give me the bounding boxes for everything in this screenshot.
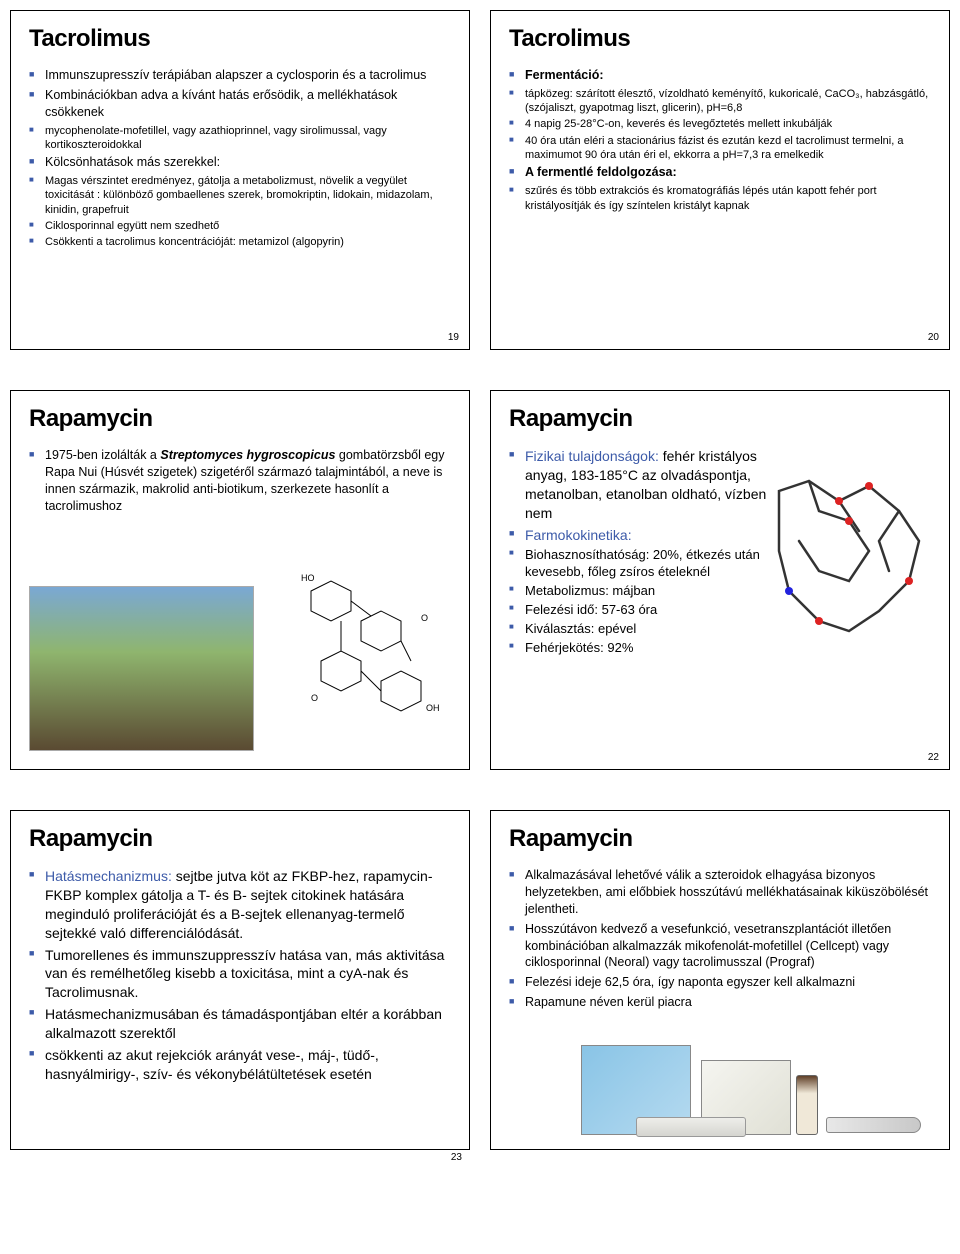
slide-title: Rapamycin	[29, 825, 451, 853]
svg-text:O: O	[421, 613, 428, 623]
syringe-icon	[826, 1117, 921, 1133]
bullet-item: Rapamune néven kerül piacra	[509, 994, 931, 1011]
lead: Fizikai tulajdonságok:	[525, 448, 659, 464]
bullet-item: Felezési ideje 62,5 óra, így naponta egy…	[509, 974, 931, 991]
slide-number: 20	[928, 332, 939, 343]
slide-title: Rapamycin	[509, 405, 931, 433]
slide-number: 19	[448, 332, 459, 343]
blister-pack-icon	[636, 1117, 746, 1137]
bullet-list: 1975-ben izolálták a Streptomyces hygros…	[29, 447, 451, 515]
sub-bullet-item: Fehérjekötés: 92%	[509, 640, 779, 657]
sub-bullet-item: 40 óra után eléri a stacionárius fázist …	[509, 134, 931, 163]
bullet-item: Hatásmechanizmusában és támadáspontjában…	[29, 1005, 451, 1043]
slide-22: Rapamycin Fizikai tulajdonságok: fehér k…	[490, 390, 950, 770]
slide-21: Rapamycin 1975-ben izolálták a Streptomy…	[10, 390, 470, 770]
bullet-item: Kölcsönhatások más szerekkel:	[29, 154, 451, 171]
bullet-list: Hatásmechanizmus: sejtbe jutva köt az FK…	[29, 867, 451, 1084]
slide-23: Rapamycin Hatásmechanizmus: sejtbe jutva…	[10, 810, 470, 1150]
text: 1975-ben izolálták a	[45, 448, 160, 462]
bullet-list: Fermentáció: tápközeg: szárított élesztő…	[509, 67, 931, 213]
bullet-list: Alkalmazásával lehetővé válik a szteroid…	[509, 867, 931, 1011]
svg-text:HO: HO	[301, 573, 315, 583]
bullet-list: Fizikai tulajdonságok: fehér kristályos …	[509, 447, 779, 657]
slide-24: Rapamycin Alkalmazásával lehetővé válik …	[490, 810, 950, 1150]
sub-bullet-item: tápközeg: szárított élesztő, vízoldható …	[509, 87, 931, 116]
sub-bullet-item: Csökkenti a tacrolimus koncentrációját: …	[29, 235, 451, 249]
bullet-item: Fizikai tulajdonságok: fehér kristályos …	[509, 447, 779, 523]
slide-title: Tacrolimus	[29, 25, 451, 53]
sub-bullet-item: Magas vérszintet eredményez, gátolja a m…	[29, 174, 451, 217]
molecule-3d-icon	[749, 451, 939, 681]
bullet-item: Kombinációkban adva a kívánt hatás erősö…	[29, 87, 451, 121]
sub-bullet-item: Ciklosporinnal együtt nem szedhető	[29, 219, 451, 233]
slide-title: Rapamycin	[509, 825, 931, 853]
vial-icon	[796, 1075, 818, 1135]
sub-bullet-item: Felezési idő: 57-63 óra	[509, 602, 779, 619]
species-name: Streptomyces hygroscopicus	[160, 448, 335, 462]
slide-19: Tacrolimus Immunszupresszív terápiában a…	[10, 10, 470, 350]
slide-20: Tacrolimus Fermentáció: tápközeg: szárít…	[490, 10, 950, 350]
sub-bullet-item: Kiválasztás: epével	[509, 621, 779, 638]
slide-title: Tacrolimus	[509, 25, 931, 53]
product-photo	[581, 1025, 931, 1135]
bullet-item: Hosszútávon kedvező a vesefunkció, veset…	[509, 921, 931, 972]
bullet-list: Immunszupresszív terápiában alapszer a c…	[29, 67, 451, 250]
sub-bullet-item: Metabolizmus: májban	[509, 583, 779, 600]
bullet-item: Tumorellenes és immunszuppresszív hatása…	[29, 946, 451, 1003]
svg-text:OH: OH	[426, 703, 440, 713]
sub-bullet-item: Biohasznosíthatóság: 20%, étkezés után k…	[509, 547, 779, 581]
bullet-item: Hatásmechanizmus: sejtbe jutva köt az FK…	[29, 867, 451, 943]
chem-structure-icon: HO O O OH	[271, 561, 451, 751]
bullet-item: A fermentlé feldolgozása:	[509, 164, 931, 181]
sub-bullet-item: szűrés és több extrakciós és kromatográf…	[509, 184, 931, 213]
bullet-item: Farmokokinetika:	[509, 526, 779, 545]
slide-number: 23	[10, 1152, 470, 1163]
sub-bullet-item: 4 napig 25-28°C-on, keverés és levegőzte…	[509, 117, 931, 131]
svg-text:O: O	[311, 693, 318, 703]
bullet-item: Immunszupresszív terápiában alapszer a c…	[29, 67, 451, 84]
slide-number: 22	[928, 752, 939, 763]
bullet-item: 1975-ben izolálták a Streptomyces hygros…	[29, 447, 451, 515]
bullet-item: csökkenti az akut rejekciók arányát vese…	[29, 1046, 451, 1084]
photo-rapa-nui	[29, 586, 254, 751]
slide-title: Rapamycin	[29, 405, 451, 433]
bullet-item: Fermentáció:	[509, 67, 931, 84]
lead: Hatásmechanizmus:	[45, 868, 172, 884]
bullet-item: Alkalmazásával lehetővé válik a szteroid…	[509, 867, 931, 918]
sub-bullet-item: mycophenolate-mofetillel, vagy azathiopr…	[29, 124, 451, 153]
